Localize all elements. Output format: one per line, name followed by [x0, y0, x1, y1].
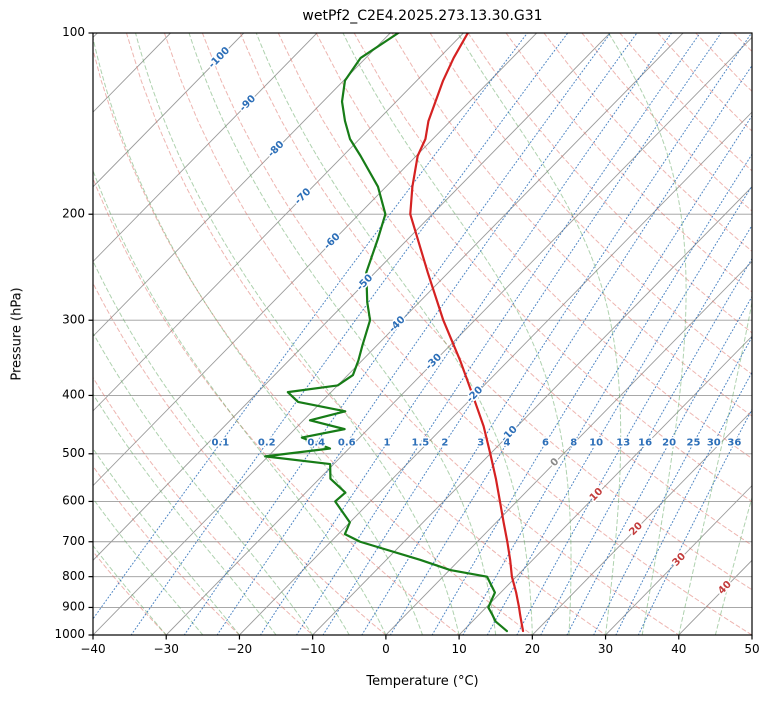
x-axis-label: Temperature (°C): [366, 674, 479, 689]
chart-title: wetPf2_C2E4.2025.273.13.30.G31: [302, 8, 543, 24]
y-axis-label: Pressure (hPa): [9, 287, 25, 381]
